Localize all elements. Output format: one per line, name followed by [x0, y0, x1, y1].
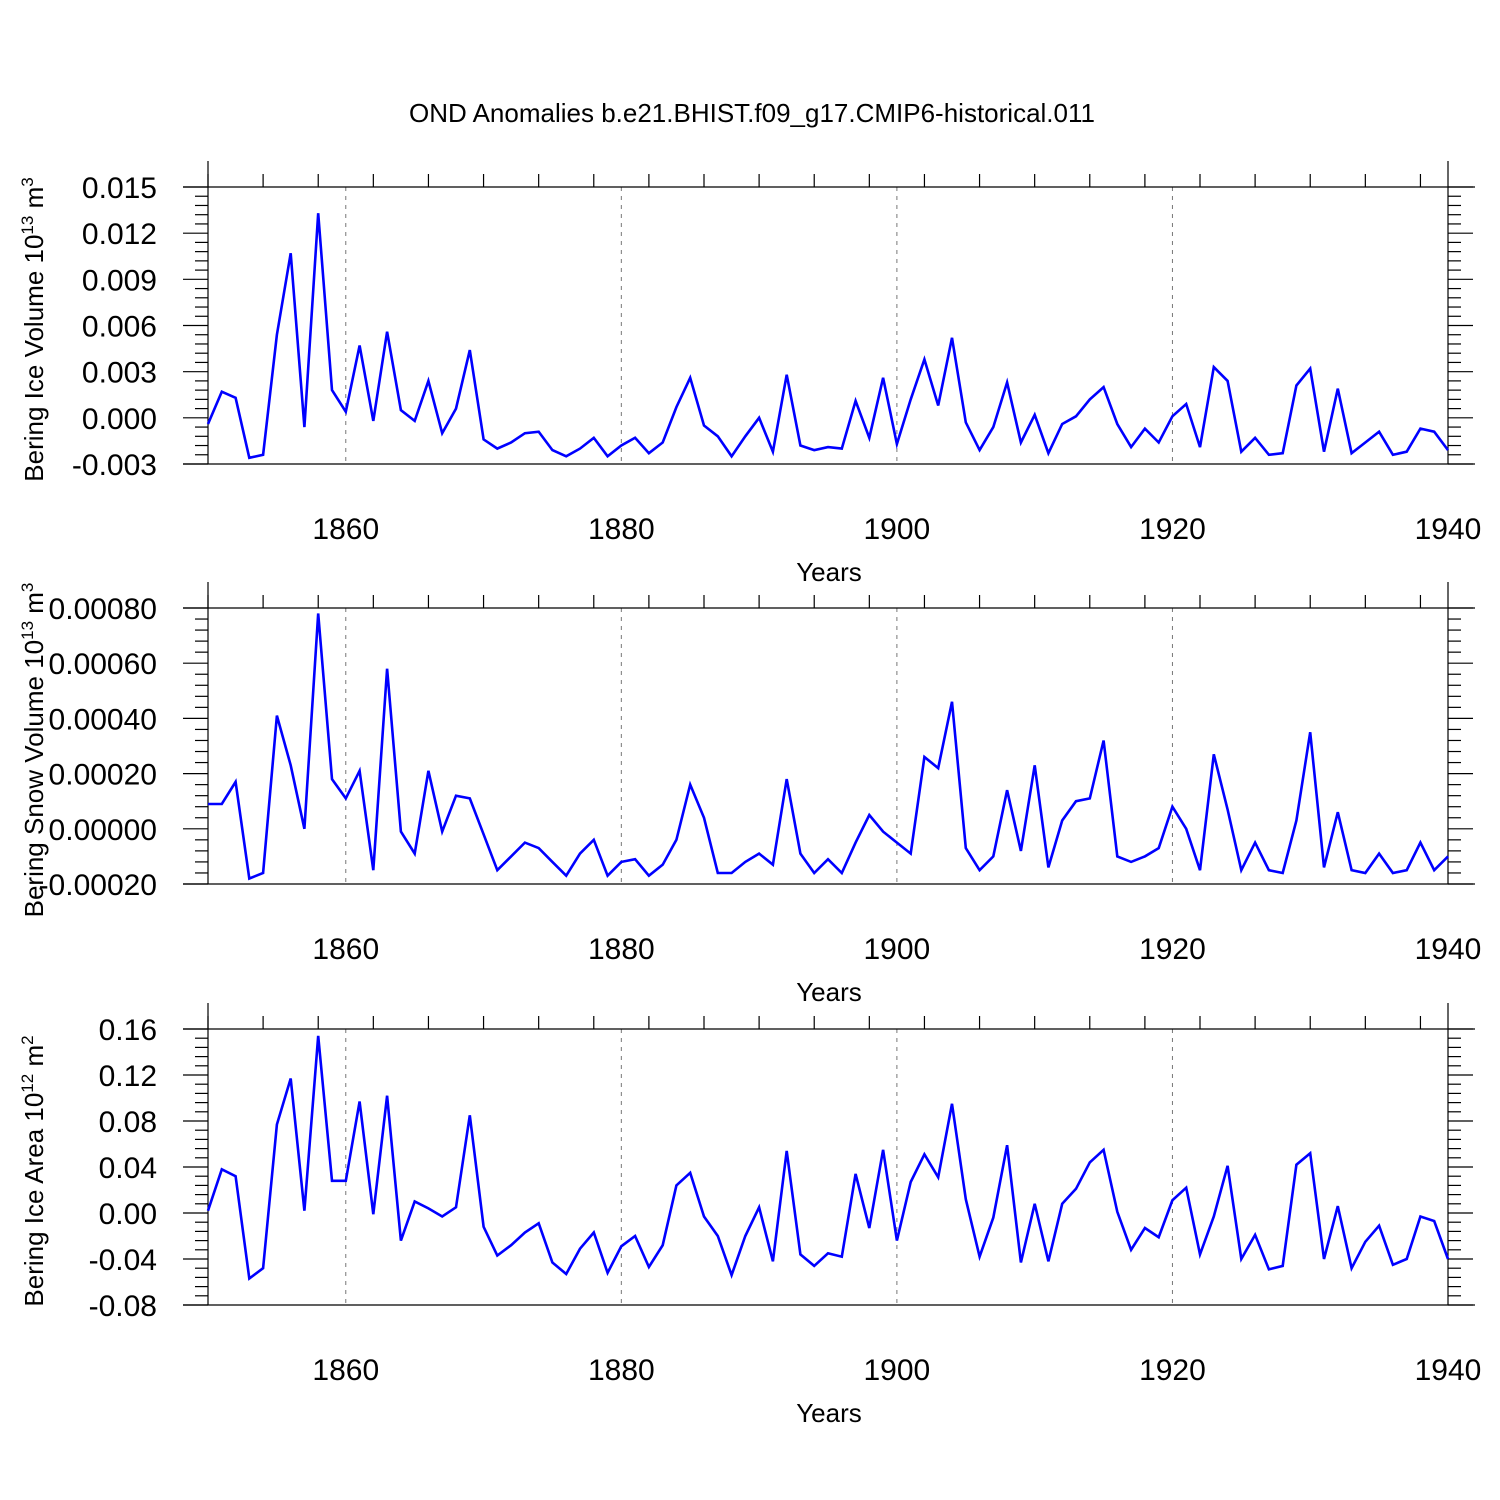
y-tick-label: 0.04 — [99, 1152, 157, 1185]
y-tick-label: 0.00060 — [49, 648, 157, 681]
y-tick-label: 0.12 — [99, 1060, 157, 1093]
panel-middle: -0.00020 0.00000 0.00020 0.00040 0.00060 0.00… — [18, 582, 1481, 1007]
x-tick-label: 1880 — [588, 1354, 655, 1387]
y-axis-label: Bering Snow Volume 1013 m3 — [18, 583, 49, 918]
y-tick-label: 0.003 — [82, 357, 157, 390]
figure-title: OND Anomalies b.e21.BHIST.f09_g17.CMIP6-… — [409, 98, 1095, 128]
x-tick-label: 1900 — [864, 513, 931, 546]
y-tick-label: -0.003 — [72, 449, 157, 482]
y-tick-label: -0.00020 — [39, 869, 157, 902]
y-tick-label: 0.16 — [99, 1014, 157, 1047]
x-tick-label: 1880 — [588, 513, 655, 546]
x-tick-label: 1900 — [864, 933, 931, 966]
panel-top: -0.003 0.000 0.003 0.006 0.009 0.012 0.015 1860… — [18, 161, 1481, 587]
y-tick-label: 0.006 — [82, 311, 157, 344]
x-tick-label: 1920 — [1139, 513, 1206, 546]
y-tick-label: 0.000 — [82, 403, 157, 436]
x-tick-label: 1920 — [1139, 1354, 1206, 1387]
x-tick-label: 1880 — [588, 933, 655, 966]
x-axis-label: Years — [796, 1398, 862, 1428]
x-axis-label: Years — [796, 977, 862, 1007]
y-tick-label: 0.009 — [82, 264, 157, 297]
y-tick-label: 0.00080 — [49, 593, 157, 626]
y-axis-label: Bering Ice Area 1012 m2 — [18, 1035, 49, 1306]
x-tick-label: 1860 — [312, 933, 379, 966]
series-line-middle — [208, 613, 1449, 881]
series-line-top — [206, 213, 1450, 460]
y-tick-label: 0.015 — [82, 172, 157, 205]
x-tick-label: 1920 — [1139, 933, 1206, 966]
x-tick-label: 1860 — [312, 513, 379, 546]
y-axis-label: Bering Ice Volume 1013 m3 — [18, 177, 49, 481]
x-tick-label: 1940 — [1415, 513, 1482, 546]
y-tick-label: -0.08 — [89, 1290, 157, 1323]
y-tick-label: 0.00040 — [49, 703, 157, 736]
y-tick-label: 0.00000 — [49, 814, 157, 847]
y-tick-label: 0.00 — [99, 1198, 157, 1231]
panel-bottom: -0.08 -0.04 0.00 0.04 0.08 0.12 0.16 1860 1880 19… — [18, 1003, 1481, 1428]
panels: -0.003 0.000 0.003 0.006 0.009 0.012 0.015 1860… — [18, 161, 1481, 1428]
x-tick-label: 1940 — [1415, 933, 1482, 966]
y-tick-label: 0.08 — [99, 1106, 157, 1139]
x-tick-label: 1900 — [864, 1354, 931, 1387]
y-tick-label: -0.04 — [89, 1244, 157, 1277]
x-axis-label: Years — [796, 557, 862, 587]
y-tick-label: 0.012 — [82, 218, 157, 251]
series-line-bottom — [206, 1035, 1450, 1281]
x-tick-label: 1860 — [312, 1354, 379, 1387]
x-tick-label: 1940 — [1415, 1354, 1482, 1387]
y-tick-label: 0.00020 — [49, 759, 157, 792]
